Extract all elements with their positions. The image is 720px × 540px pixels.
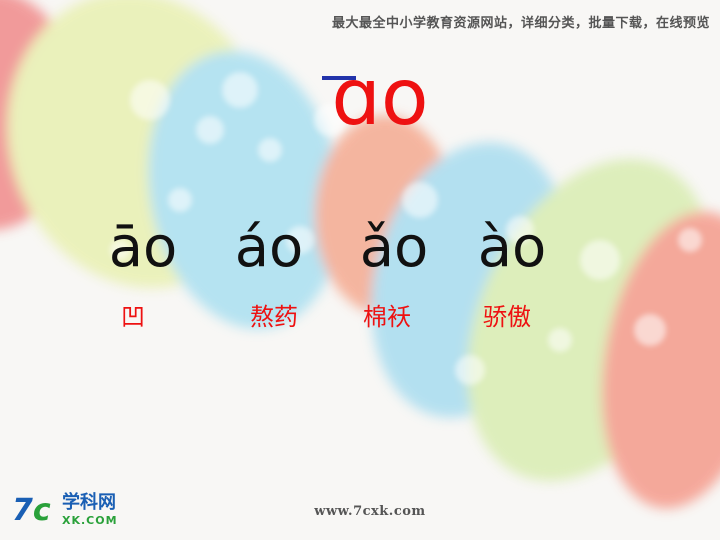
footer-url[interactable]: www.7cxk.com [314, 504, 426, 519]
tone-syllable-1: āo [108, 215, 178, 280]
example-word-3: 棉袄 [363, 303, 411, 331]
main-syllable: ɑo [331, 53, 429, 143]
logo-domain: XK.COM [62, 514, 118, 527]
tone-syllable-3: ǎo [359, 215, 429, 280]
example-word-1: 凹 [121, 303, 145, 331]
tone-syllable-4: ào [477, 215, 547, 280]
tone-syllable-2: áo [234, 215, 304, 280]
example-word-2: 熬药 [250, 303, 298, 331]
site-logo[interactable]: 7c 学科网 XK.COM [10, 490, 140, 534]
logo-name: 学科网 [62, 492, 116, 513]
logo-mark-icon: 7c [12, 493, 51, 528]
site-slogan: 最大最全中小学教育资源网站，详细分类，批量下载，在线预览 [331, 16, 710, 31]
example-word-4: 骄傲 [483, 303, 531, 331]
tone-mark-macron [322, 76, 356, 80]
